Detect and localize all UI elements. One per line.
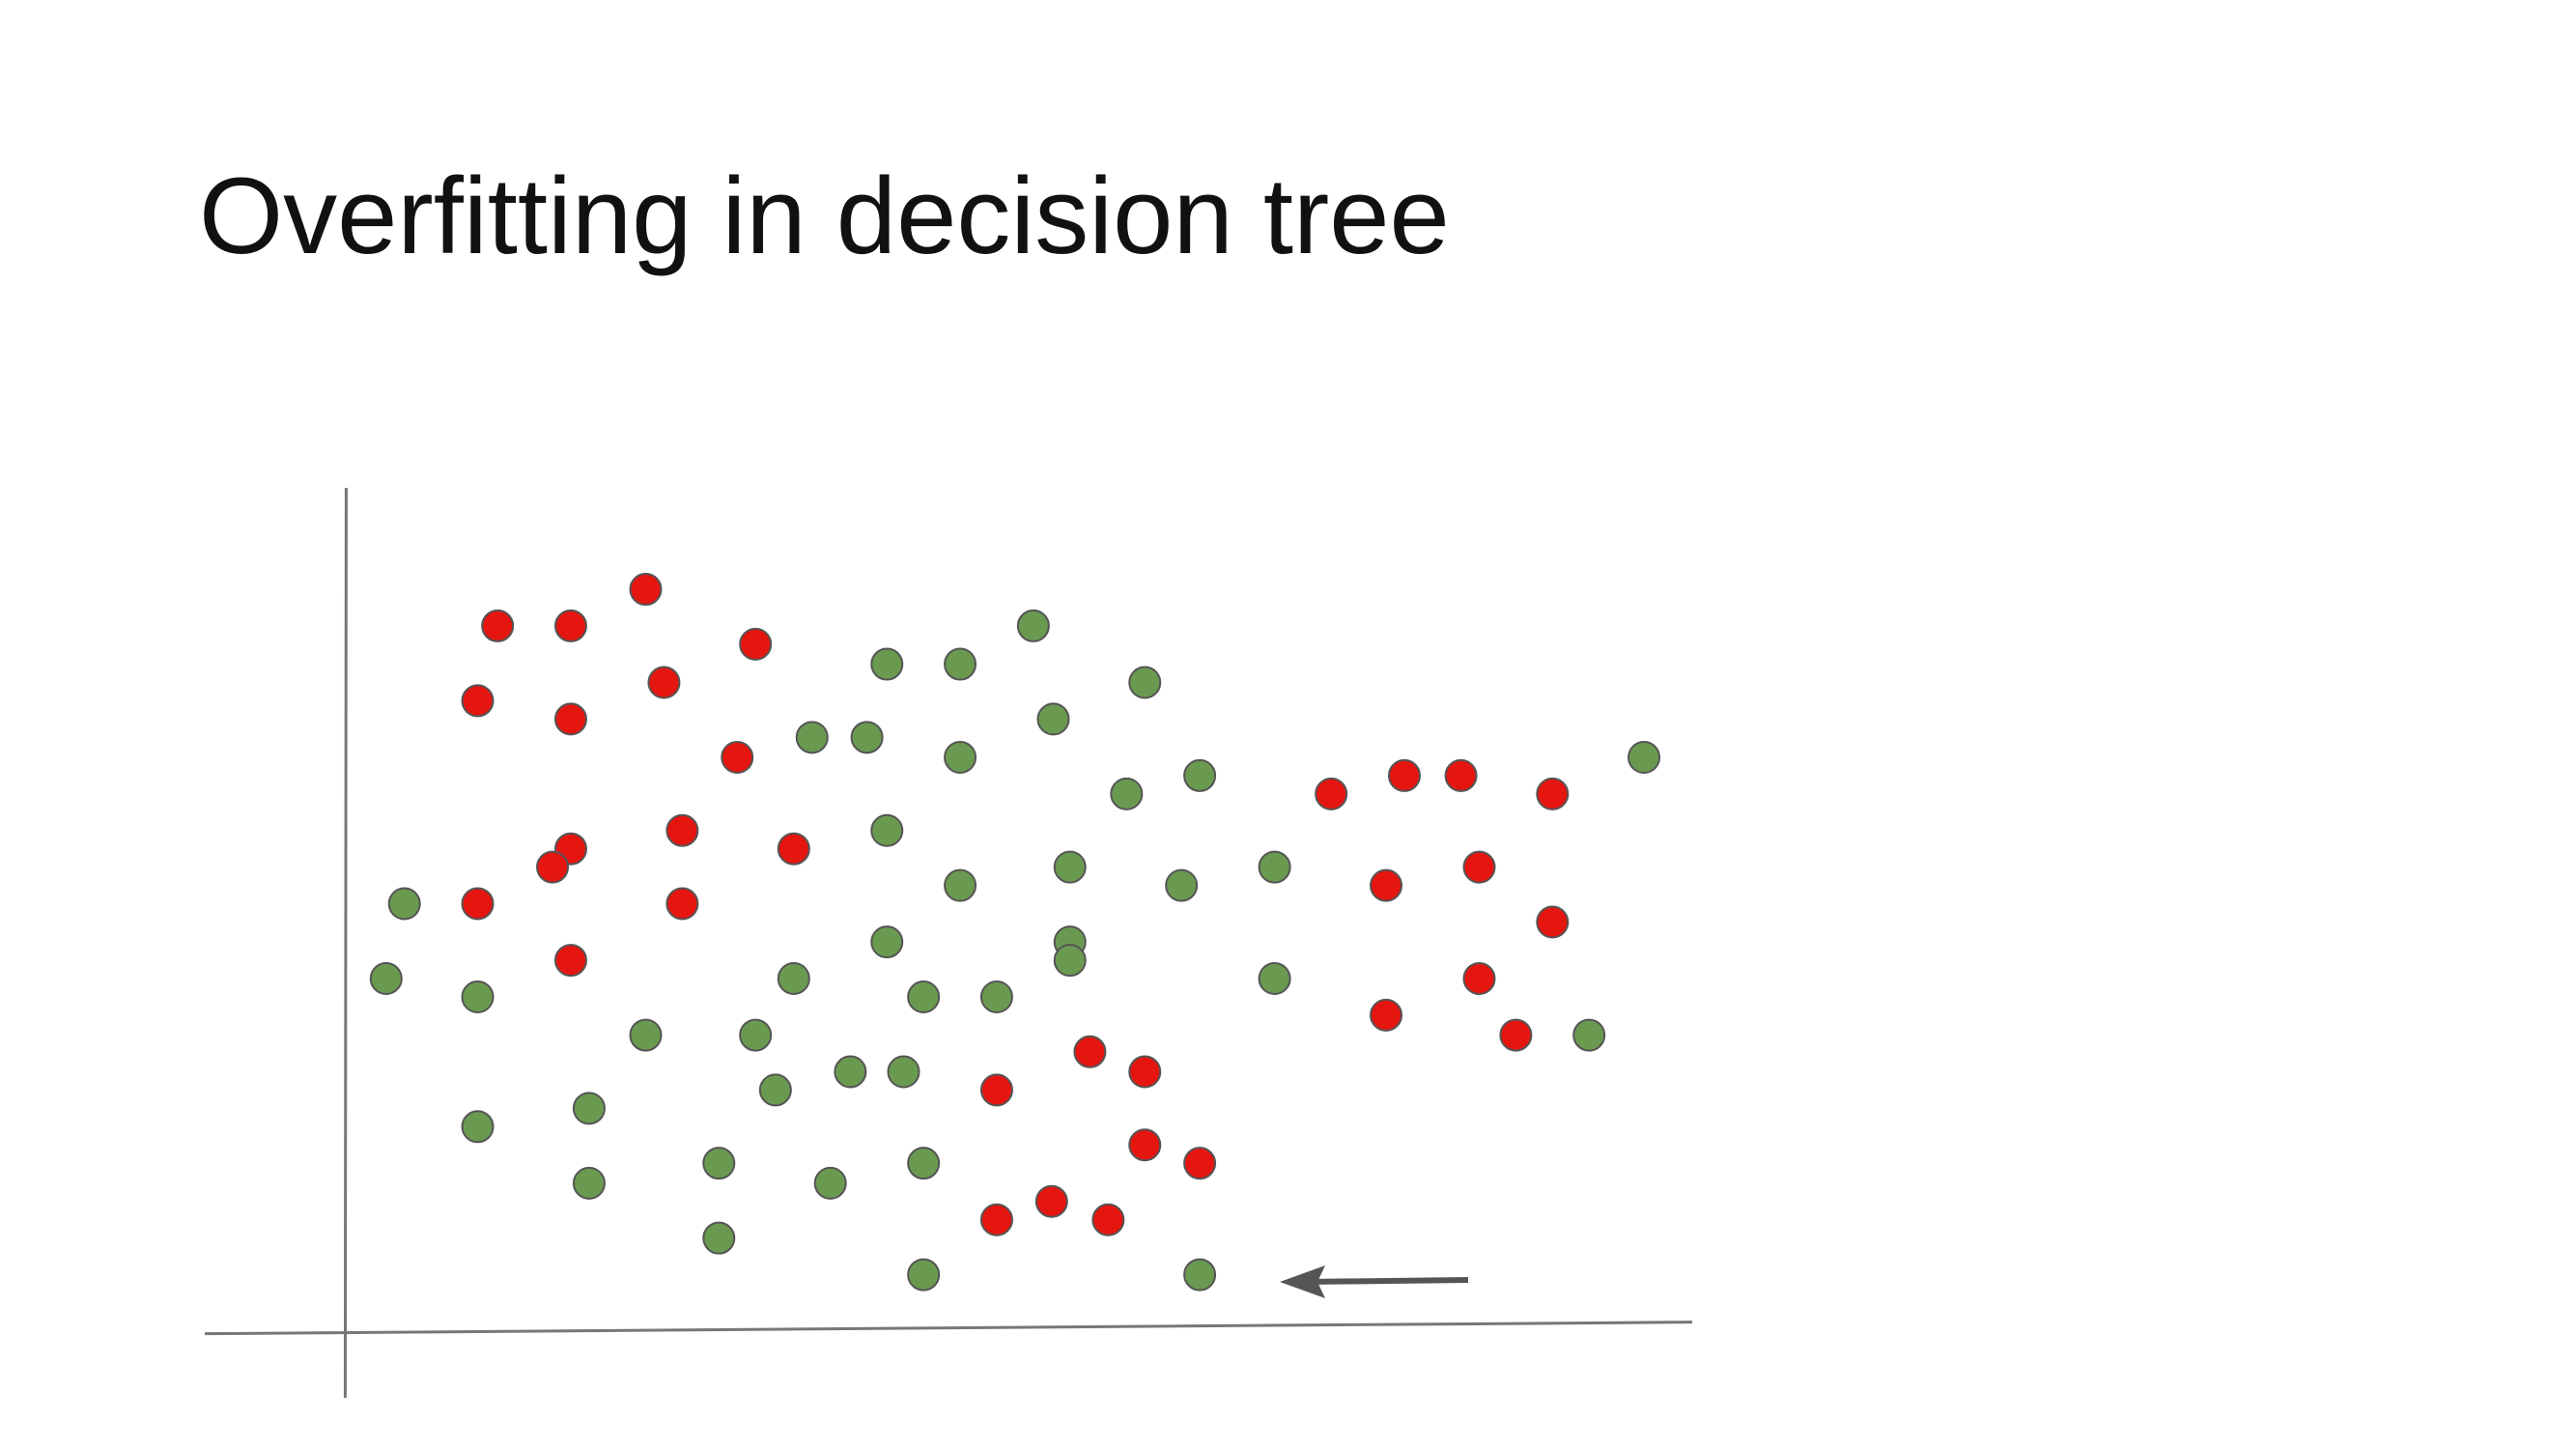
point: [1258, 962, 1291, 996]
point: [461, 887, 495, 921]
point: [813, 1166, 847, 1200]
y-axis: [343, 487, 348, 1399]
point: [1387, 758, 1421, 792]
point: [461, 1110, 495, 1144]
point: [1499, 1018, 1533, 1052]
point: [1536, 777, 1570, 810]
point: [461, 684, 495, 718]
point: [1016, 609, 1050, 642]
point: [1128, 1128, 1162, 1162]
point: [665, 887, 699, 921]
point: [1091, 1203, 1125, 1236]
point: [944, 868, 977, 902]
point: [629, 573, 663, 607]
point: [1073, 1035, 1107, 1068]
point: [907, 980, 941, 1013]
point: [777, 962, 810, 996]
point: [758, 1073, 792, 1107]
point: [572, 1166, 606, 1200]
slide-title: Overfitting in decision tree: [199, 156, 1450, 276]
point: [795, 721, 829, 754]
point: [1183, 758, 1217, 792]
point: [1183, 1147, 1217, 1180]
point: [721, 740, 754, 774]
arrow: [1280, 1265, 1469, 1298]
point: [1536, 905, 1570, 939]
x-axis: [204, 1321, 1693, 1336]
point: [553, 609, 587, 642]
point: [1462, 850, 1496, 884]
point: [647, 666, 681, 699]
point: [1053, 944, 1087, 978]
point: [850, 721, 884, 754]
point: [870, 813, 904, 847]
point: [572, 1092, 606, 1125]
point: [834, 1055, 867, 1089]
point: [1034, 1184, 1068, 1218]
point: [629, 1018, 663, 1052]
point: [553, 702, 587, 736]
point: [702, 1221, 736, 1255]
point: [1444, 758, 1478, 792]
point: [1183, 1258, 1217, 1292]
point: [369, 962, 403, 996]
point: [1370, 868, 1403, 902]
point: [979, 980, 1013, 1013]
point: [1628, 740, 1661, 774]
point: [870, 647, 904, 681]
arrow-head: [1280, 1265, 1325, 1298]
point: [979, 1073, 1013, 1107]
point: [702, 1147, 736, 1180]
point: [1128, 1055, 1162, 1089]
point: [553, 944, 587, 978]
point: [1462, 962, 1496, 996]
point: [907, 1147, 941, 1180]
point: [887, 1055, 920, 1089]
point: [1036, 702, 1070, 736]
point: [739, 627, 773, 661]
point: [1258, 850, 1291, 884]
point: [870, 925, 904, 959]
point: [979, 1203, 1013, 1236]
point: [777, 832, 810, 866]
point: [944, 740, 977, 774]
point: [461, 980, 495, 1013]
point: [387, 887, 421, 921]
point: [1053, 850, 1087, 884]
point: [1165, 868, 1199, 902]
point: [1315, 777, 1348, 810]
point: [481, 609, 515, 642]
point: [1370, 998, 1403, 1032]
point: [1110, 777, 1144, 810]
point: [1128, 666, 1162, 699]
point: [907, 1258, 941, 1292]
arrow-shaft: [1303, 1277, 1469, 1285]
point: [665, 813, 699, 847]
point: [739, 1018, 773, 1052]
point: [944, 647, 977, 681]
point: [1572, 1018, 1606, 1052]
point: [536, 850, 570, 884]
